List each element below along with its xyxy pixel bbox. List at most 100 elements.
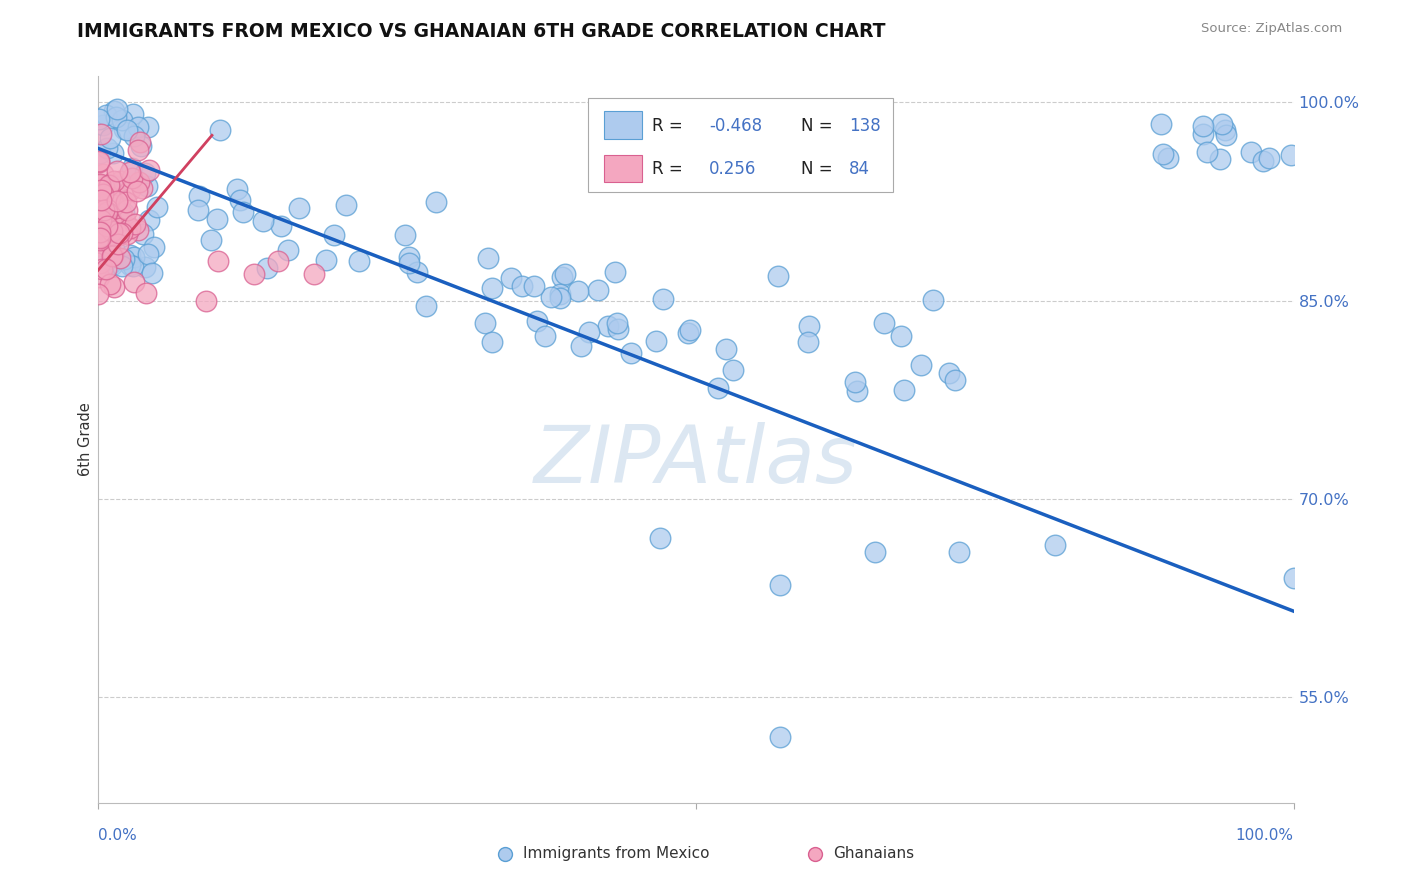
Point bbox=[277, 243, 299, 257]
Point bbox=[676, 326, 699, 340]
Point bbox=[716, 343, 738, 357]
Point bbox=[90, 193, 112, 207]
Point bbox=[122, 250, 145, 264]
Point bbox=[96, 141, 118, 155]
Point bbox=[501, 271, 523, 285]
Point bbox=[768, 730, 790, 744]
Point bbox=[226, 182, 249, 196]
Point bbox=[89, 229, 111, 244]
Point bbox=[96, 205, 118, 219]
Point bbox=[115, 202, 138, 217]
Point bbox=[540, 290, 562, 304]
Point bbox=[104, 211, 127, 226]
Point bbox=[91, 186, 114, 201]
Point bbox=[768, 269, 790, 284]
Point bbox=[349, 253, 371, 268]
Point bbox=[796, 335, 818, 350]
Text: -0.468: -0.468 bbox=[709, 117, 762, 135]
Point bbox=[89, 178, 111, 192]
Point bbox=[89, 233, 111, 247]
Point bbox=[103, 146, 125, 161]
Point bbox=[98, 235, 121, 250]
Point bbox=[398, 250, 420, 264]
Point bbox=[1152, 146, 1174, 161]
Text: 138: 138 bbox=[849, 117, 880, 135]
Point bbox=[103, 280, 125, 294]
Point bbox=[1043, 538, 1066, 552]
Point bbox=[96, 238, 118, 252]
Point bbox=[394, 227, 416, 242]
Point bbox=[89, 256, 111, 270]
Text: ZIPAtlas: ZIPAtlas bbox=[534, 422, 858, 500]
Point bbox=[910, 358, 932, 372]
Point bbox=[256, 261, 278, 276]
Point bbox=[721, 362, 744, 376]
Point bbox=[87, 287, 110, 301]
Point bbox=[606, 316, 628, 330]
Text: 0.256: 0.256 bbox=[709, 161, 756, 178]
Point bbox=[112, 252, 135, 266]
Point bbox=[121, 260, 143, 274]
Point bbox=[335, 198, 357, 212]
Text: Ghanaians: Ghanaians bbox=[834, 847, 914, 861]
Point bbox=[1195, 145, 1218, 159]
Point bbox=[873, 316, 896, 330]
Text: 84: 84 bbox=[849, 161, 870, 178]
Point bbox=[98, 277, 121, 291]
Point bbox=[96, 240, 118, 254]
Point bbox=[481, 334, 503, 349]
Point bbox=[569, 339, 592, 353]
Point bbox=[768, 578, 790, 592]
Point bbox=[252, 214, 274, 228]
Point bbox=[118, 183, 141, 197]
Point bbox=[103, 180, 125, 194]
Point bbox=[98, 189, 121, 203]
Point bbox=[105, 102, 128, 116]
Point bbox=[948, 544, 970, 558]
Point bbox=[103, 198, 125, 212]
Point bbox=[108, 221, 131, 235]
Point bbox=[605, 265, 627, 279]
Point bbox=[122, 129, 145, 144]
Point bbox=[243, 267, 266, 281]
Point bbox=[89, 212, 111, 227]
Point bbox=[115, 194, 138, 209]
Point bbox=[90, 213, 112, 227]
Point bbox=[678, 323, 700, 337]
Point bbox=[93, 179, 115, 194]
Point bbox=[89, 225, 111, 239]
Text: N =: N = bbox=[801, 117, 832, 135]
Point bbox=[101, 231, 124, 245]
Point bbox=[89, 212, 111, 227]
Point bbox=[90, 183, 112, 197]
Point bbox=[122, 107, 145, 121]
FancyBboxPatch shape bbox=[589, 97, 893, 192]
Point bbox=[510, 279, 533, 293]
Point bbox=[136, 120, 159, 135]
Point bbox=[105, 164, 128, 178]
Point bbox=[1251, 153, 1274, 168]
Text: Immigrants from Mexico: Immigrants from Mexico bbox=[523, 847, 709, 861]
Point bbox=[103, 216, 125, 230]
Point bbox=[98, 208, 121, 222]
Point bbox=[398, 256, 420, 270]
Point bbox=[112, 122, 135, 136]
Point bbox=[551, 269, 574, 284]
Point bbox=[146, 200, 169, 214]
Point bbox=[1239, 145, 1261, 160]
Point bbox=[118, 259, 141, 273]
Point bbox=[1191, 127, 1213, 141]
Point bbox=[315, 253, 337, 268]
Point bbox=[938, 366, 960, 380]
Point bbox=[921, 293, 943, 307]
Point bbox=[129, 138, 152, 153]
Point bbox=[121, 171, 143, 186]
Point bbox=[89, 146, 111, 161]
Text: N =: N = bbox=[801, 161, 832, 178]
Point bbox=[187, 203, 209, 218]
Point bbox=[114, 213, 136, 227]
Point bbox=[91, 210, 114, 224]
Point bbox=[90, 261, 112, 276]
Point bbox=[143, 240, 166, 254]
Point bbox=[101, 249, 124, 263]
